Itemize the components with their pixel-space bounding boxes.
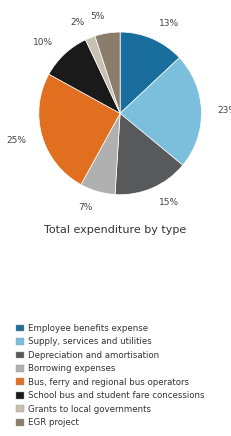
Text: 15%: 15% — [159, 198, 179, 208]
Text: 13%: 13% — [159, 19, 179, 28]
Text: Total expenditure by type: Total expenditure by type — [44, 225, 187, 235]
Wedge shape — [115, 113, 183, 194]
Wedge shape — [95, 32, 120, 113]
Wedge shape — [85, 36, 120, 113]
Text: 7%: 7% — [79, 203, 93, 211]
Wedge shape — [49, 40, 120, 113]
Text: 10%: 10% — [33, 38, 53, 47]
Wedge shape — [120, 58, 201, 165]
Wedge shape — [39, 74, 120, 184]
Text: 2%: 2% — [70, 18, 84, 27]
Wedge shape — [81, 113, 120, 194]
Wedge shape — [120, 32, 179, 113]
Legend: Employee benefits expense, Supply, services and utilities, Depreciation and amor: Employee benefits expense, Supply, servi… — [16, 324, 204, 427]
Text: 5%: 5% — [91, 13, 105, 21]
Text: 23%: 23% — [218, 106, 231, 115]
Text: 25%: 25% — [6, 136, 26, 145]
